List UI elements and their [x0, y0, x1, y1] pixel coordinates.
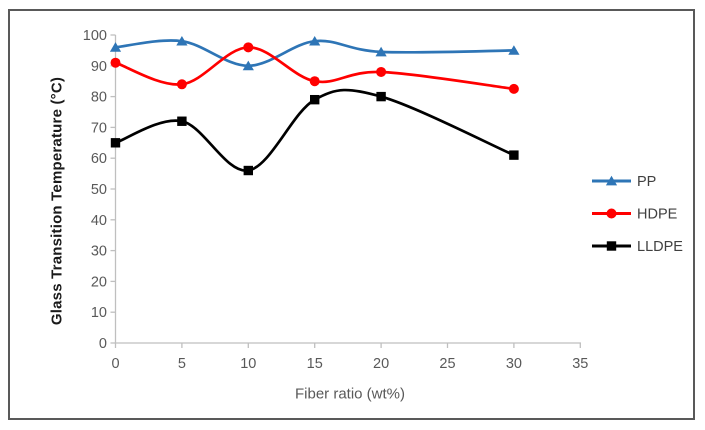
x-tick-label: 20 [373, 356, 389, 372]
marker-lldpe [509, 150, 519, 160]
marker-pp [508, 45, 520, 55]
marker-lldpe [243, 165, 253, 176]
y-tick-label: 60 [91, 151, 107, 167]
y-tick-label: 40 [91, 213, 107, 229]
x-tick-label: 15 [307, 356, 323, 372]
chart-border-frame [8, 9, 695, 420]
marker-hdpe [176, 79, 187, 90]
x-tick-label: 5 [178, 356, 186, 372]
y-tick-label: 70 [91, 120, 107, 136]
marker-lldpe [310, 94, 320, 105]
x-tick-label: 35 [572, 356, 588, 372]
marker-pp [176, 35, 188, 46]
x-tick-label: 25 [439, 356, 455, 372]
marker-lldpe [376, 91, 386, 102]
y-tick-label: 100 [83, 28, 107, 44]
y-tick-label: 50 [91, 182, 107, 198]
y-axis-title: Glass Transition Temperature (°C) [48, 76, 66, 326]
legend-label-hdpe: HDPE [637, 207, 678, 223]
y-tick-label: 30 [91, 244, 107, 260]
marker-lldpe [110, 138, 121, 148]
x-tick-label: 10 [240, 356, 256, 372]
legend-marker-pp [605, 175, 618, 186]
legend-label-lldpe: LLDPE [637, 239, 683, 255]
y-tick-label: 80 [91, 90, 107, 106]
marker-pp [109, 42, 122, 52]
marker-hdpe [243, 42, 254, 53]
y-tick-label: 10 [91, 305, 107, 321]
marker-hdpe [508, 83, 519, 94]
y-tick-label: 0 [99, 336, 107, 352]
marker-pp [242, 60, 254, 71]
legend-label-pp: PP [637, 174, 656, 190]
x-tick-label: 30 [506, 356, 522, 372]
marker-hdpe [376, 66, 387, 77]
marker-lldpe [177, 116, 187, 126]
y-tick-label: 90 [91, 59, 107, 75]
marker-hdpe [110, 57, 121, 68]
legend-marker-lldpe [606, 241, 617, 251]
marker-hdpe [309, 76, 320, 87]
legend-marker-hdpe [606, 208, 617, 219]
marker-pp [309, 35, 321, 46]
marker-pp [375, 46, 387, 57]
x-axis-title: Fiber ratio (wt%) [294, 385, 406, 403]
y-tick-label: 20 [91, 274, 107, 290]
x-tick-label: 0 [111, 356, 119, 372]
